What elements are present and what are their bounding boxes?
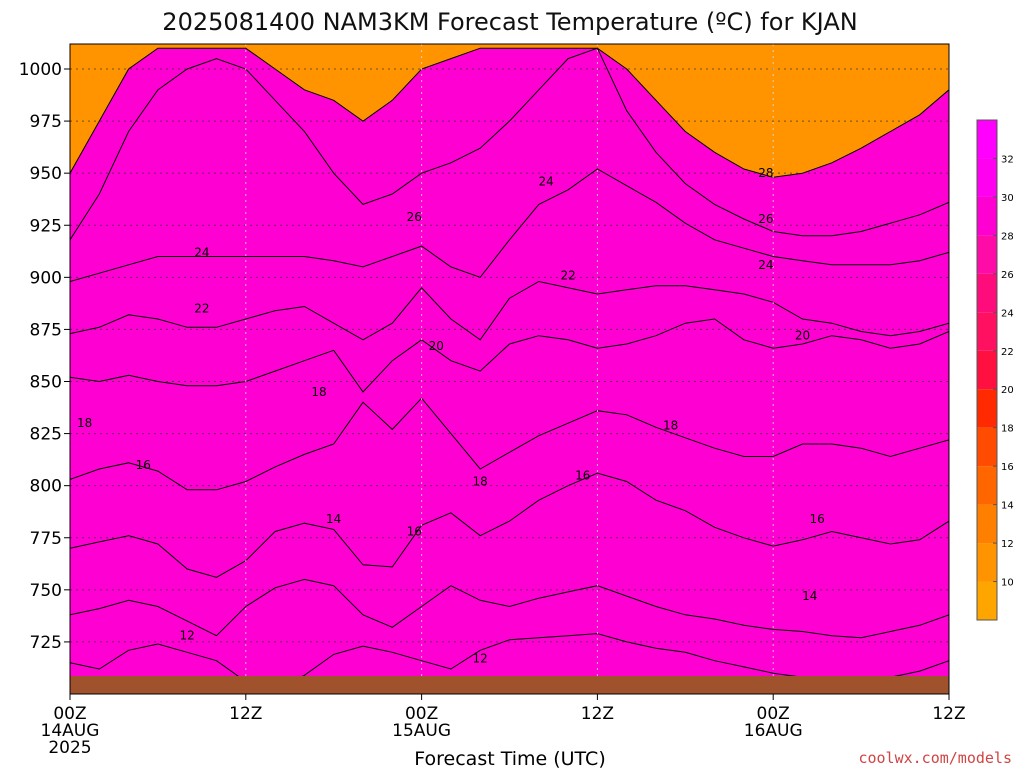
- contour-label-14: 14: [802, 589, 817, 603]
- colorbar-tick-label: 14: [1001, 501, 1014, 512]
- contour-label-18: 18: [311, 385, 326, 399]
- credit-link[interactable]: coolwx.com/models: [858, 749, 1012, 767]
- x-tick-label: 12Z: [581, 704, 614, 724]
- x-tick-date: 15AUG: [392, 721, 451, 741]
- colorbar-bin: [977, 273, 997, 313]
- y-tick-label: 775: [30, 529, 62, 549]
- y-tick-label: 850: [30, 373, 62, 393]
- colorbar-bin: [977, 196, 997, 236]
- y-tick-label: 925: [30, 216, 62, 236]
- contour-14: [70, 578, 949, 639]
- contour-label-16: 16: [810, 512, 825, 526]
- chart-title: 2025081400 NAM3KM Forecast Temperature (…: [162, 8, 857, 36]
- contour-label-18: 18: [473, 475, 488, 489]
- x-axis-label: Forecast Time (UTC): [414, 748, 605, 768]
- contour-18: [70, 397, 949, 491]
- colorbar-tick-label: 18: [1001, 424, 1014, 435]
- ground-layer: [70, 676, 949, 694]
- contour-lines: [70, 47, 949, 689]
- y-tick-label: 825: [30, 425, 62, 445]
- x-tick-label: 00Z: [757, 704, 790, 724]
- contour-label-22: 22: [560, 268, 575, 282]
- colorbar-bin: [977, 466, 997, 505]
- y-tick-label: 750: [30, 581, 62, 601]
- contour-label-16: 16: [407, 525, 422, 539]
- colorbar-bin: [977, 389, 997, 428]
- colorbar-bin: [977, 543, 997, 582]
- contour-label-12: 12: [180, 629, 195, 643]
- contour-label-14: 14: [326, 512, 341, 526]
- contour-label-16: 16: [136, 458, 151, 472]
- contour-label-24: 24: [194, 245, 209, 259]
- contour-label-16: 16: [575, 468, 590, 482]
- y-tick-label: 1000: [19, 60, 62, 80]
- y-tick-label: 950: [30, 164, 62, 184]
- plot-frame: [69, 43, 950, 695]
- y-tick-label: 975: [30, 112, 62, 132]
- x-tick-label: 00Z: [53, 704, 86, 724]
- colorbar-tick-label: 20: [1001, 385, 1014, 396]
- contour-label-26: 26: [758, 212, 773, 226]
- colorbar-frame: [976, 119, 998, 621]
- colorbar-bin: [977, 120, 997, 159]
- colorbar-tick-label: 16: [1001, 462, 1014, 473]
- plot-area: 12 12 14 14 16 16 16 16 18 18 18 18 20 20 22 22 24 24 24 26…: [70, 44, 949, 694]
- x-tick-label: 12Z: [229, 704, 262, 724]
- colorbar-bin: [977, 312, 997, 351]
- contour-label-26: 26: [407, 210, 422, 224]
- colorbar: 10 12 14 16 18 20 22 24 26 28 30 32: [976, 119, 1014, 621]
- x-tick-date: 16AUG: [744, 721, 803, 741]
- colorbar-tick-label: 22: [1001, 347, 1014, 358]
- colorbar-bin: [977, 581, 997, 620]
- y-tick-label: 875: [30, 320, 62, 340]
- contour-label-24: 24: [538, 175, 553, 189]
- contour-22: [70, 280, 949, 341]
- colorbar-tick-label: 28: [1001, 231, 1014, 242]
- contour-16: [70, 472, 949, 578]
- colorbar-bin: [977, 504, 997, 544]
- contour-24: [70, 168, 949, 282]
- y-axis: 725 750 775 800 825 850 875 900 925 950 975 1000: [19, 60, 70, 653]
- colorbar-bin: [977, 427, 997, 467]
- contour-label-24: 24: [758, 258, 773, 272]
- contour-label-22: 22: [194, 302, 209, 316]
- contour-label-18: 18: [663, 418, 678, 432]
- y-tick-label: 900: [30, 268, 62, 288]
- temperature-bands: [70, 44, 949, 694]
- colorbar-bin: [977, 235, 997, 274]
- contour-labels: 12 12 14 14 16 16 16 16 18 18 18 18 20 20 22 22 24 24 24 26…: [77, 166, 825, 665]
- colorbar-tick-label: 30: [1001, 193, 1014, 204]
- x-tick-label: 12Z: [932, 704, 965, 724]
- contour-label-28: 28: [758, 166, 773, 180]
- colorbar-tick-label: 10: [1001, 578, 1014, 589]
- contour-20: [70, 318, 949, 393]
- contour-label-12: 12: [473, 652, 488, 666]
- x-tick-date: 14AUG: [41, 721, 100, 741]
- colorbar-tick-label: 24: [1001, 308, 1014, 319]
- x-tick-label: 00Z: [405, 704, 438, 724]
- ground-surface: [70, 676, 949, 694]
- colorbar-tick-label: 12: [1001, 539, 1014, 550]
- contour-label-20: 20: [795, 329, 810, 343]
- x-tick-date: 2025: [48, 738, 91, 758]
- colorbar-bin: [977, 158, 997, 197]
- contour-label-20: 20: [429, 339, 444, 353]
- y-tick-label: 725: [30, 633, 62, 653]
- grid-lines: [70, 44, 949, 694]
- colorbar-tick-label: 32: [1001, 154, 1014, 165]
- y-tick-label: 800: [30, 477, 62, 497]
- colorbar-tick-label: 26: [1001, 270, 1014, 281]
- colorbar-bin: [977, 350, 997, 390]
- contour-label-18: 18: [77, 416, 92, 430]
